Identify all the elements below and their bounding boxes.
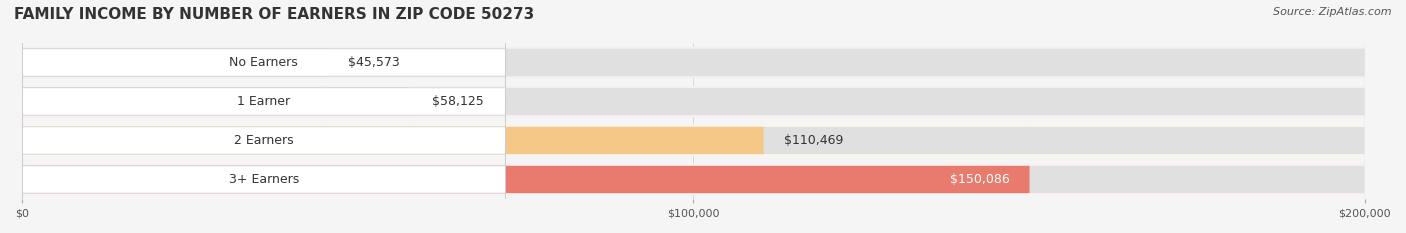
- FancyBboxPatch shape: [22, 0, 1365, 233]
- Text: $110,469: $110,469: [783, 134, 844, 147]
- FancyBboxPatch shape: [22, 0, 1365, 233]
- Text: $58,125: $58,125: [433, 95, 484, 108]
- FancyBboxPatch shape: [22, 0, 1365, 233]
- FancyBboxPatch shape: [22, 0, 505, 233]
- FancyBboxPatch shape: [22, 0, 1365, 233]
- FancyBboxPatch shape: [22, 0, 1365, 233]
- FancyBboxPatch shape: [22, 0, 1029, 233]
- FancyBboxPatch shape: [22, 0, 505, 233]
- FancyBboxPatch shape: [22, 0, 1365, 233]
- Text: 2 Earners: 2 Earners: [233, 134, 294, 147]
- Text: No Earners: No Earners: [229, 56, 298, 69]
- FancyBboxPatch shape: [22, 0, 505, 233]
- Text: FAMILY INCOME BY NUMBER OF EARNERS IN ZIP CODE 50273: FAMILY INCOME BY NUMBER OF EARNERS IN ZI…: [14, 7, 534, 22]
- Text: $45,573: $45,573: [349, 56, 399, 69]
- Text: Source: ZipAtlas.com: Source: ZipAtlas.com: [1274, 7, 1392, 17]
- FancyBboxPatch shape: [22, 0, 505, 233]
- Text: $150,086: $150,086: [949, 173, 1010, 186]
- Text: 1 Earner: 1 Earner: [238, 95, 290, 108]
- FancyBboxPatch shape: [22, 0, 1365, 233]
- FancyBboxPatch shape: [22, 0, 328, 233]
- Text: 3+ Earners: 3+ Earners: [229, 173, 299, 186]
- FancyBboxPatch shape: [22, 0, 1365, 233]
- FancyBboxPatch shape: [22, 0, 763, 233]
- FancyBboxPatch shape: [22, 0, 412, 233]
